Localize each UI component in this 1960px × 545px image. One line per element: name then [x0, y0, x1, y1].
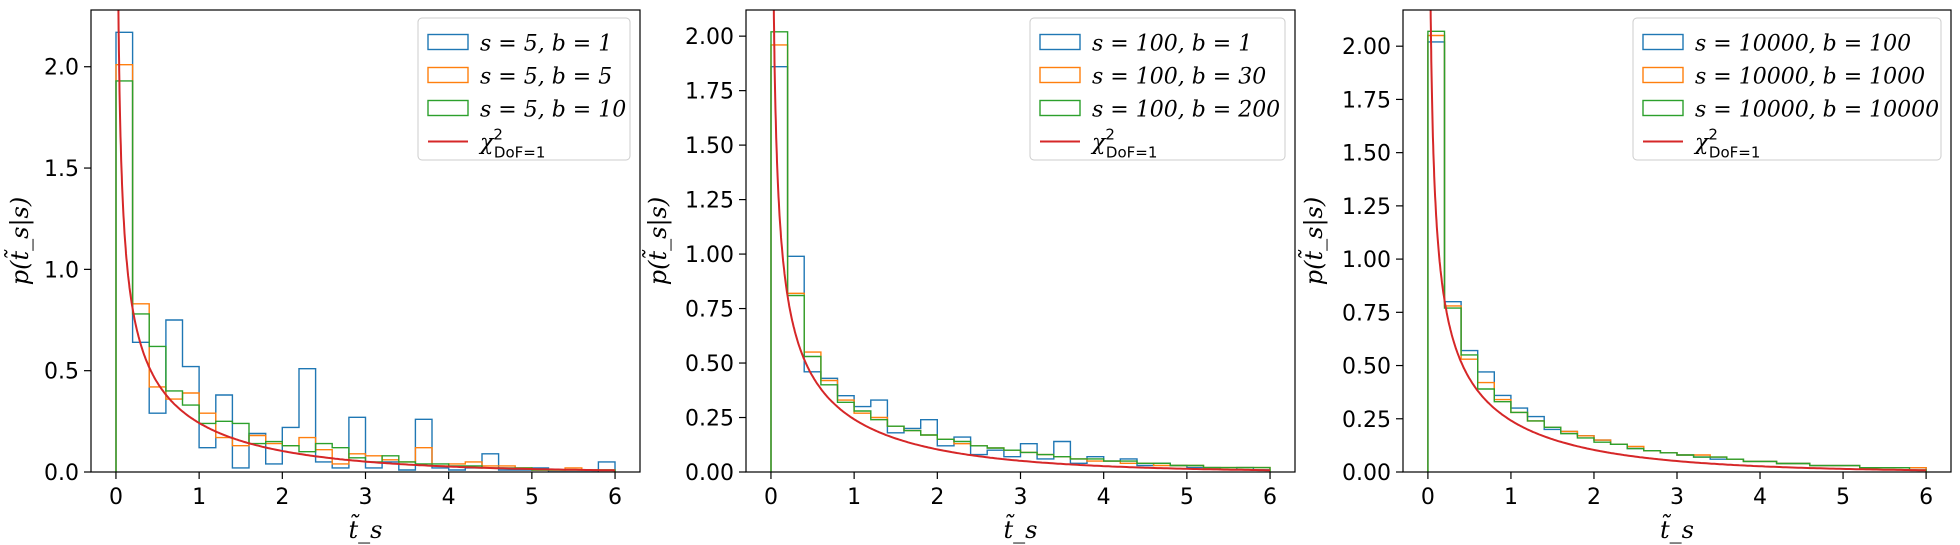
y-tick-label: 1.50: [1342, 142, 1391, 167]
y-tick-label: 2.00: [1342, 35, 1391, 60]
y-tick-label: 1.25: [685, 189, 734, 214]
x-tick-label: 3: [359, 485, 373, 510]
y-axis-label: p(t̃_s|s): [3, 197, 35, 285]
plot-area: [115, 10, 616, 472]
x-axis-label: t̃_s: [1660, 513, 1694, 544]
legend-swatch: [1039, 99, 1081, 117]
y-tick-label: 0.75: [685, 298, 734, 323]
y-tick-label: 2.0: [44, 56, 79, 81]
legend-swatch: [1039, 33, 1081, 51]
x-tick-label: 1: [1504, 485, 1518, 510]
chi2-curve: [772, 10, 1270, 472]
x-tick-label: 5: [1180, 485, 1194, 510]
y-tick-label: 1.75: [685, 80, 734, 105]
y-tick-label: 0.00: [1342, 461, 1391, 486]
y-tick-label: 0.5: [44, 360, 79, 385]
x-tick-label: 6: [1919, 485, 1933, 510]
x-tick-label: 0: [109, 485, 123, 510]
y-tick-label: 0.50: [685, 352, 734, 377]
x-tick-label: 4: [1097, 485, 1111, 510]
y-tick-label: 0.00: [685, 461, 734, 486]
legend-label: s = 10000, b = 1000: [1695, 65, 1925, 90]
chi2-curve: [1429, 10, 1927, 472]
y-tick-label: 0.25: [1342, 408, 1391, 433]
y-tick-label: 0.0: [44, 461, 79, 486]
chi2-curve: [117, 10, 616, 472]
y-tick-label: 0.25: [685, 407, 734, 432]
y-tick-label: 1.50: [685, 134, 734, 159]
plot-area: [1427, 10, 1927, 472]
y-tick-label: 0.50: [1342, 355, 1391, 380]
x-tick-label: 1: [192, 485, 206, 510]
legend-label: s = 5, b = 5: [480, 65, 612, 90]
x-tick-label: 6: [1263, 485, 1277, 510]
chart-panel-1: 0 1 2 3 4 5 6 0.0 0.5 1.0 1.5 2.0 t̃_s p(t̃_s|s) s = 5…: [3, 9, 641, 544]
y-axis-label: p(t̃_s|s): [1297, 197, 1329, 285]
y-tick-label: 1.00: [1342, 248, 1391, 273]
histogram-series-3: [770, 31, 1271, 472]
legend-swatch: [427, 33, 469, 51]
legend-swatch: [1642, 66, 1684, 84]
y-tick-label: 1.25: [1342, 195, 1391, 220]
legend-swatch: [1642, 99, 1684, 117]
x-tick-label: 0: [764, 485, 778, 510]
x-axis-label: t̃_s: [1004, 513, 1038, 544]
legend-label: s = 5, b = 1: [480, 32, 612, 57]
x-axis-label: t̃_s: [349, 513, 383, 544]
x-tick-label: 3: [1670, 485, 1684, 510]
legend-label: s = 100, b = 1: [1092, 32, 1252, 57]
legend-swatch: [1642, 33, 1684, 51]
histogram-series-3: [1427, 30, 1927, 472]
legend-label: s = 100, b = 200: [1092, 98, 1280, 123]
y-tick-label: 1.00: [685, 243, 734, 268]
x-tick-label: 3: [1014, 485, 1028, 510]
legend-label: s = 10000, b = 100: [1695, 32, 1911, 57]
chart-panel-3: 0 1 2 3 4 5 6 0.00 0.25 0.50 0.75 1.00 1.25 1.50 1.75 2…: [1297, 9, 1952, 544]
legend-label: s = 10000, b = 10000: [1695, 98, 1939, 123]
legend-swatch: [427, 99, 469, 117]
legend-label: s = 5, b = 10: [480, 98, 626, 123]
x-tick-label: 2: [930, 485, 944, 510]
x-tick-label: 2: [1587, 485, 1601, 510]
legend-swatch: [1039, 66, 1081, 84]
legend-box: [1029, 17, 1286, 161]
y-tick-label: 1.0: [44, 258, 79, 283]
legend-swatch: [427, 66, 469, 84]
y-tick-label: 0.75: [1342, 301, 1391, 326]
x-tick-label: 5: [525, 485, 539, 510]
y-tick-label: 2.00: [685, 25, 734, 50]
y-axis-label: p(t̃_s|s): [641, 197, 673, 285]
legend: s = 10000, b = 100 s = 10000, b = 1000 s =…: [1632, 17, 1942, 162]
chart-panel-2: 0 1 2 3 4 5 6 0.00 0.25 0.50 0.75 1.00 1.25 1.50 1.75 2…: [641, 9, 1296, 544]
plot-area: [770, 10, 1271, 472]
legend-box: [417, 17, 631, 161]
legend-box: [1632, 17, 1942, 161]
y-tick-label: 1.75: [1342, 88, 1391, 113]
x-tick-label: 5: [1836, 485, 1850, 510]
x-tick-label: 4: [442, 485, 456, 510]
x-tick-label: 1: [847, 485, 861, 510]
x-tick-label: 2: [275, 485, 289, 510]
x-tick-label: 0: [1421, 485, 1435, 510]
histogram-series-1: [115, 31, 616, 472]
legend: s = 100, b = 1 s = 100, b = 30 s = 100, b …: [1029, 17, 1286, 162]
y-tick-label: 1.5: [44, 157, 79, 182]
legend-label: s = 100, b = 30: [1092, 65, 1266, 90]
x-tick-label: 6: [608, 485, 622, 510]
x-tick-label: 4: [1753, 485, 1767, 510]
